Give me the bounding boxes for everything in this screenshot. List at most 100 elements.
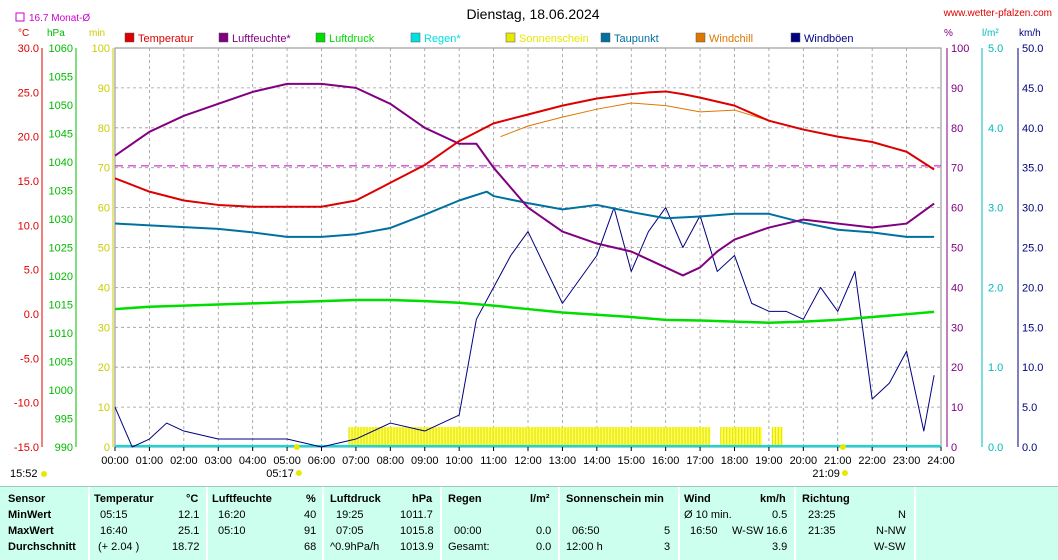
monthly-avg-icon <box>15 12 25 22</box>
press-avg-val: 1013.9 <box>400 541 434 553</box>
x-tick-label: 07:00 <box>342 455 370 467</box>
hum-max-val: 91 <box>304 525 317 537</box>
rain-tick-label: 1.0 <box>988 362 1003 374</box>
x-tick-label: 11:00 <box>480 455 507 467</box>
rain-tick-label: 3.0 <box>988 203 1003 215</box>
x-tick-label: 16:00 <box>652 455 680 467</box>
dir-max-time: 21:35 <box>808 525 836 537</box>
hdr-pressure: Luftdruck <box>330 493 381 505</box>
wind-tick-label: 20.0 <box>1022 282 1043 294</box>
chart-title: Dienstag, 18.06.2024 <box>466 6 599 22</box>
chart-grid <box>114 47 942 448</box>
wind-tick-label: 5.0 <box>1022 402 1037 414</box>
x-tick-label: 21:00 <box>824 455 852 467</box>
pressure-tick-label: 1030 <box>49 214 73 226</box>
clock-label: 15:52 <box>10 468 38 480</box>
pressure-tick-label: 995 <box>55 414 73 426</box>
humidity-tick-label: 70 <box>951 163 963 175</box>
sunrise-label: 05:17 <box>266 468 294 480</box>
pressure-tick-label: 1035 <box>49 186 73 198</box>
sunset-icon <box>841 470 848 476</box>
wind-min-val: 0.5 <box>772 509 788 521</box>
x-tick-label: 09:00 <box>411 455 439 467</box>
chart-axes <box>41 48 1019 451</box>
humidity-tick-label: 10 <box>951 402 963 414</box>
legend-label: Windböen <box>804 33 854 45</box>
temp-max-val: 25.1 <box>178 525 200 537</box>
press-min-time: 19:25 <box>336 509 364 521</box>
monthly-avg-label: 16.7 Monat-Ø <box>29 13 90 24</box>
temp-tick-label: -10.0 <box>14 398 39 410</box>
sunrise-marker <box>293 444 300 450</box>
x-tick-label: 23:00 <box>893 455 921 467</box>
press-avg-trend: ^0.9hPa/h <box>330 541 380 553</box>
temp-tick-label: 10.0 <box>18 220 39 232</box>
pressure-tick-label: 1040 <box>49 157 73 169</box>
hum-min-time: 16:20 <box>218 509 246 521</box>
temp-avg-trend: (+ 2.04 ) <box>98 541 140 553</box>
temp-tick-label: 0.0 <box>24 309 39 321</box>
col-wind: Wind km/h Ø 10 min. 0.5 16:50 W-SW 16.6 … <box>680 487 796 560</box>
sunset-marker <box>839 444 846 450</box>
legend-swatch <box>124 32 135 43</box>
wind-avg-val: 3.9 <box>772 541 788 553</box>
sunshine-bar <box>772 427 783 447</box>
hdr-direction: Richtung <box>802 493 850 505</box>
legend-label: Luftdruck <box>329 33 375 45</box>
col-sensor: Sensor MinWert MaxWert Durchschnitt <box>0 487 90 560</box>
wind-tick-label: 15.0 <box>1022 322 1043 334</box>
source-link[interactable]: www.wetter-pfalzen.com <box>943 8 1052 19</box>
wind-tick-label: 0.0 <box>1022 442 1037 454</box>
x-tick-label: 18:00 <box>721 455 749 467</box>
temp-tick-label: 15.0 <box>18 176 39 188</box>
pressure-tick-label: 1005 <box>49 357 73 369</box>
temp-max-time: 16:40 <box>100 525 128 537</box>
legend-label: Taupunkt <box>614 33 659 45</box>
legend-swatch <box>410 32 421 43</box>
series-line-luftfeuchte <box>114 82 935 277</box>
min-tick-label: 30 <box>98 322 110 334</box>
sunset-label: 21:09 <box>812 468 840 480</box>
hum-max-time: 05:10 <box>218 525 246 537</box>
col-rain: Regen l/m² 00:00 0.0 Gesamt: 0.0 <box>442 487 560 560</box>
temp-tick-label: -15.0 <box>14 442 39 454</box>
x-tick-label: 00:00 <box>101 455 129 467</box>
humidity-tick-label: 80 <box>951 123 963 135</box>
rain-avg-val: 0.0 <box>536 541 552 553</box>
wind-max-dir: W-SW <box>732 525 764 537</box>
humidity-tick-label: 90 <box>951 83 963 95</box>
min-tick-label: 60 <box>98 203 110 215</box>
sunrise-icon <box>295 470 302 476</box>
row-avg-label: Durchschnitt <box>8 541 76 553</box>
x-tick-label: 24:00 <box>927 455 955 467</box>
hdr-sunshine: Sonnenschein min <box>566 493 664 505</box>
pressure-tick-label: 1000 <box>49 385 73 397</box>
col-pressure: Luftdruck hPa 19:25 1011.7 07:05 1015.8 … <box>324 487 442 560</box>
sun-max-val: 5 <box>664 525 671 537</box>
rain-tick-label: 0.0 <box>988 442 1003 454</box>
legend-label: Temperatur <box>138 33 194 45</box>
wind-tick-label: 50.0 <box>1022 43 1043 55</box>
min-tick-label: 100 <box>92 43 110 55</box>
rain-avg-label: Gesamt: <box>448 541 490 553</box>
press-max-time: 07:05 <box>336 525 364 537</box>
col-humidity: Luftfeuchte % 16:20 40 05:10 91 68 <box>208 487 324 560</box>
x-tick-label: 19:00 <box>755 455 783 467</box>
series-line-temperatur <box>114 90 935 208</box>
humidity-tick-label: 100 <box>951 43 969 55</box>
wind-unit: km/h <box>1019 28 1041 39</box>
press-min-val: 1011.7 <box>400 509 433 521</box>
hum-min-val: 40 <box>304 509 317 521</box>
pressure-tick-label: 1060 <box>49 43 73 55</box>
x-tick-label: 03:00 <box>204 455 232 467</box>
legend-label: Luftfeuchte* <box>232 33 291 45</box>
temp-tick-label: 25.0 <box>18 87 39 99</box>
legend-swatch <box>315 32 326 43</box>
min-unit: min <box>89 28 105 39</box>
pressure-tick-label: 1045 <box>49 129 73 141</box>
temp-tick-label: -5.0 <box>20 353 39 365</box>
humidity-tick-label: 0 <box>951 442 957 454</box>
x-tick-label: 10:00 <box>445 455 473 467</box>
min-tick-label: 80 <box>98 123 110 135</box>
min-tick-label: 40 <box>98 282 110 294</box>
